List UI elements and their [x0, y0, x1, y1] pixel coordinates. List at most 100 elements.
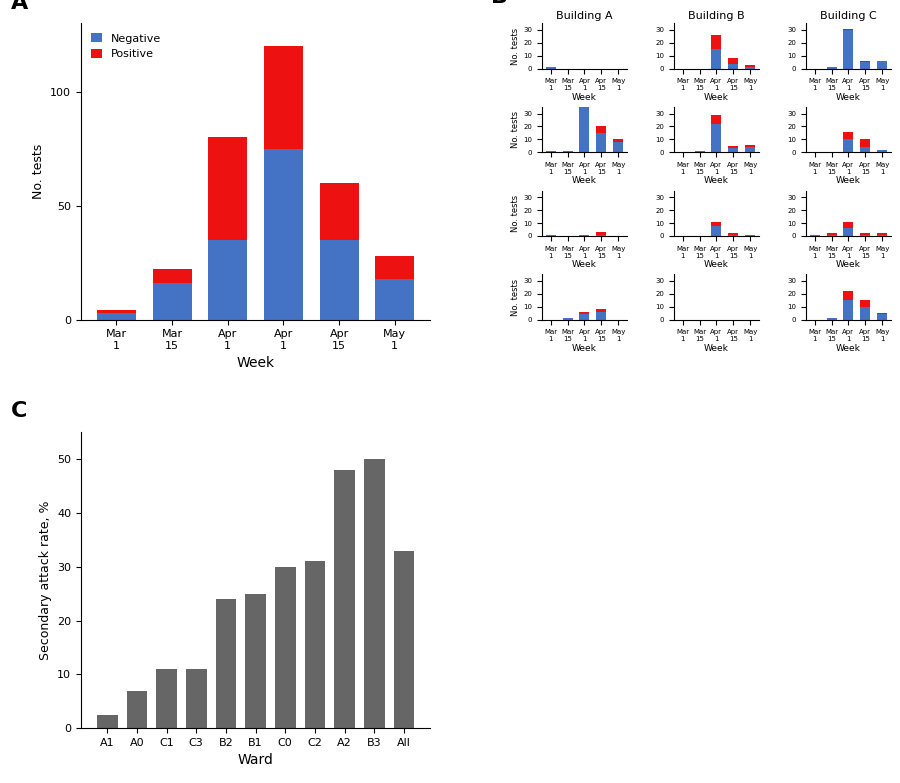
X-axis label: Week: Week	[704, 344, 729, 352]
Bar	[745, 235, 755, 236]
Bar	[580, 235, 590, 236]
X-axis label: Week: Week	[704, 93, 729, 102]
Y-axis label: No. tests: No. tests	[511, 111, 520, 148]
Y-axis label: No. tests: No. tests	[32, 144, 45, 199]
X-axis label: Week: Week	[572, 176, 597, 186]
Bar	[215, 599, 237, 728]
Text: A: A	[11, 0, 29, 13]
X-axis label: Week: Week	[836, 93, 861, 102]
Bar	[860, 300, 870, 307]
Bar	[274, 567, 295, 728]
Bar	[860, 147, 870, 153]
Bar	[745, 147, 755, 153]
Bar	[97, 312, 136, 319]
Bar	[843, 30, 853, 69]
Y-axis label: Secondary attack rate, %: Secondary attack rate, %	[39, 500, 51, 660]
Bar	[208, 240, 248, 319]
Bar	[843, 222, 853, 228]
Bar	[562, 151, 572, 153]
Bar	[596, 232, 607, 235]
Bar	[711, 115, 722, 124]
Bar	[695, 151, 705, 153]
Bar	[127, 691, 148, 728]
Bar	[728, 59, 738, 63]
Bar	[613, 139, 623, 142]
Bar	[711, 124, 722, 153]
Bar	[860, 233, 870, 235]
Bar	[153, 269, 192, 283]
X-axis label: Week: Week	[704, 260, 729, 269]
Bar	[860, 307, 870, 319]
Bar	[877, 235, 887, 236]
Bar	[245, 594, 266, 728]
X-axis label: Week: Week	[836, 176, 861, 186]
Bar	[711, 226, 722, 236]
X-axis label: Week: Week	[836, 344, 861, 352]
Bar	[375, 256, 414, 279]
Bar	[810, 235, 820, 236]
Bar	[843, 139, 853, 153]
Title: Building C: Building C	[820, 11, 877, 21]
Bar	[843, 300, 853, 319]
Bar	[843, 291, 853, 300]
Bar	[545, 67, 556, 69]
Bar	[580, 82, 590, 107]
Bar	[711, 49, 722, 69]
Bar	[613, 142, 623, 153]
Legend: Negative, Positive: Negative, Positive	[86, 29, 166, 63]
Text: B: B	[491, 0, 508, 7]
Bar	[711, 35, 722, 49]
Bar	[860, 62, 870, 69]
Bar	[320, 183, 358, 240]
Bar	[320, 240, 358, 319]
Bar	[153, 283, 192, 319]
Bar	[745, 67, 755, 69]
Bar	[186, 669, 207, 728]
Bar	[728, 233, 738, 235]
Bar	[843, 132, 853, 139]
Bar	[843, 29, 853, 30]
Title: Building A: Building A	[556, 11, 613, 21]
Bar	[596, 309, 607, 312]
Bar	[860, 139, 870, 147]
X-axis label: Week: Week	[704, 176, 729, 186]
Bar	[860, 61, 870, 62]
Bar	[545, 235, 556, 236]
Bar	[580, 107, 590, 153]
Bar	[596, 127, 607, 133]
Bar	[843, 228, 853, 236]
Bar	[877, 150, 887, 153]
Bar	[596, 133, 607, 153]
Bar	[877, 313, 887, 315]
Bar	[728, 149, 738, 153]
X-axis label: Week: Week	[572, 260, 597, 269]
Text: C: C	[11, 402, 28, 421]
Bar	[728, 146, 738, 149]
Bar	[877, 61, 887, 69]
Bar	[97, 715, 118, 728]
Bar	[728, 63, 738, 69]
X-axis label: Week: Week	[572, 93, 597, 102]
Y-axis label: No. tests: No. tests	[511, 279, 520, 316]
Bar	[826, 235, 837, 236]
Bar	[580, 315, 590, 319]
Bar	[304, 561, 325, 728]
Bar	[393, 550, 414, 728]
Bar	[826, 67, 837, 69]
Bar	[264, 149, 303, 319]
Bar	[545, 151, 556, 153]
Bar	[580, 312, 590, 315]
Bar	[364, 459, 384, 728]
Bar	[877, 233, 887, 235]
Bar	[877, 315, 887, 319]
Bar	[596, 235, 607, 236]
Title: Building B: Building B	[688, 11, 744, 21]
Bar	[860, 235, 870, 236]
Y-axis label: No. tests: No. tests	[511, 195, 520, 232]
Bar	[334, 470, 355, 728]
Bar	[157, 669, 177, 728]
Bar	[264, 46, 303, 149]
X-axis label: Week: Week	[237, 356, 274, 370]
Bar	[728, 235, 738, 236]
Bar	[208, 137, 248, 240]
